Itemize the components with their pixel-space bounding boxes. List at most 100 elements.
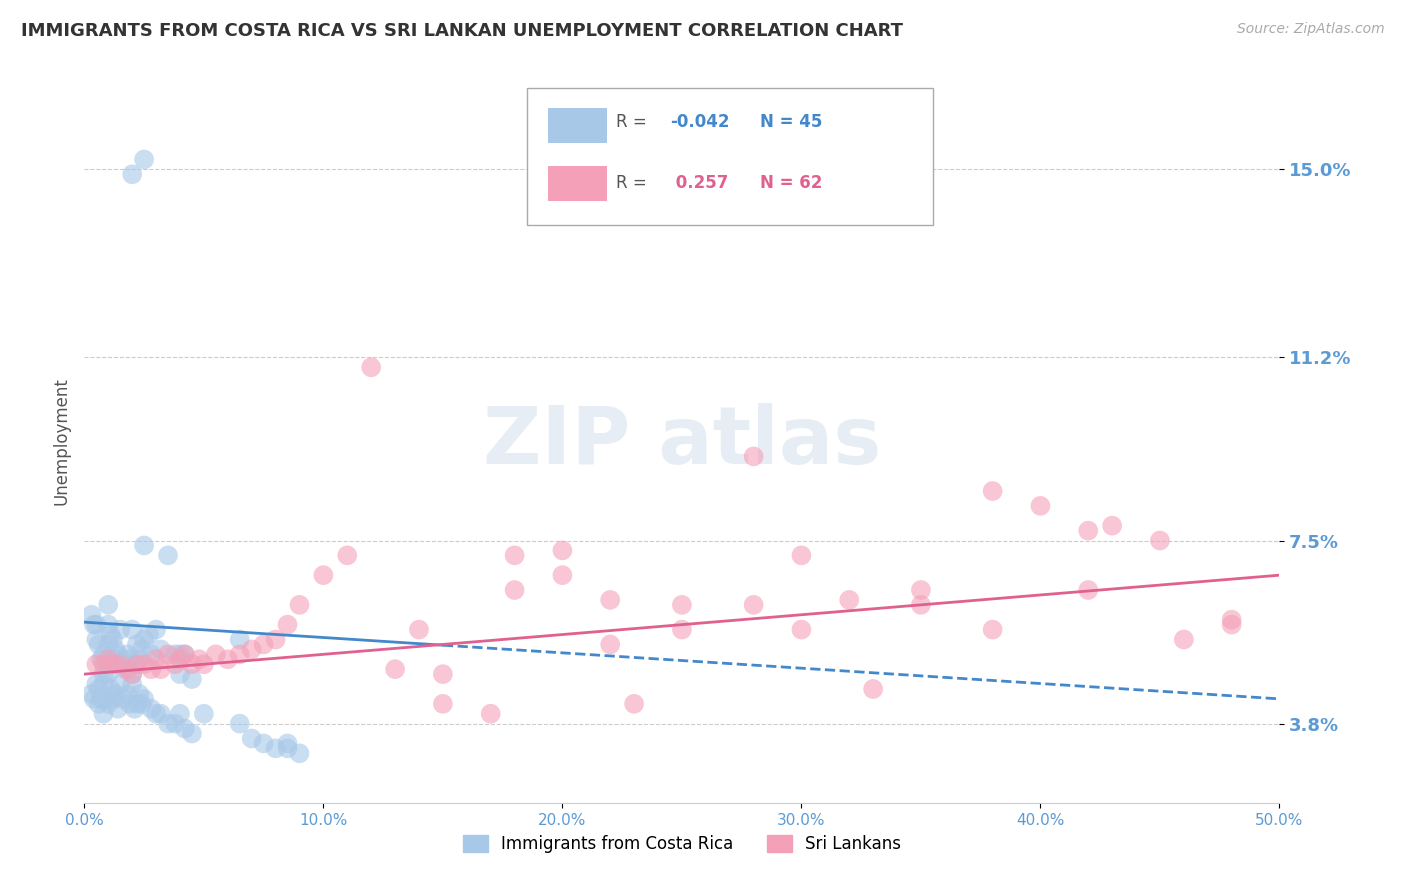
Point bbox=[790, 623, 813, 637]
Point bbox=[503, 582, 526, 597]
Point bbox=[128, 652, 150, 666]
Point bbox=[169, 648, 191, 662]
Point bbox=[193, 657, 215, 672]
Point bbox=[101, 632, 124, 647]
Point bbox=[253, 637, 276, 651]
Point bbox=[479, 706, 502, 721]
Point bbox=[104, 687, 127, 701]
Point bbox=[188, 652, 211, 666]
Point bbox=[1077, 524, 1099, 538]
Point bbox=[132, 691, 156, 706]
Point bbox=[145, 706, 167, 721]
Point bbox=[742, 598, 765, 612]
Point bbox=[124, 702, 146, 716]
Point bbox=[80, 607, 103, 622]
Point bbox=[87, 697, 110, 711]
Point bbox=[277, 617, 299, 632]
Point bbox=[503, 549, 526, 563]
Point bbox=[253, 736, 276, 750]
Text: 0.257: 0.257 bbox=[671, 174, 728, 192]
Point bbox=[97, 667, 120, 681]
Point bbox=[93, 657, 115, 672]
Point bbox=[86, 617, 108, 632]
Y-axis label: Unemployment: Unemployment bbox=[52, 377, 70, 506]
Point bbox=[132, 539, 156, 553]
Point bbox=[229, 648, 252, 662]
Point bbox=[97, 598, 120, 612]
Point bbox=[181, 726, 204, 740]
Point bbox=[118, 652, 141, 666]
Point bbox=[131, 697, 153, 711]
Point bbox=[408, 623, 430, 637]
Point bbox=[157, 549, 180, 563]
Point bbox=[138, 627, 160, 641]
Point bbox=[229, 632, 252, 647]
Point bbox=[181, 657, 204, 672]
Point bbox=[100, 627, 122, 641]
Point bbox=[100, 681, 122, 696]
Point bbox=[124, 657, 146, 672]
Point bbox=[121, 167, 143, 181]
Point bbox=[217, 652, 239, 666]
Point bbox=[288, 747, 311, 761]
Point bbox=[981, 483, 1004, 498]
Point bbox=[90, 652, 112, 666]
Point bbox=[132, 153, 156, 167]
Point bbox=[910, 582, 932, 597]
Point bbox=[93, 706, 115, 721]
Point bbox=[121, 667, 143, 681]
Point bbox=[181, 672, 204, 686]
Point bbox=[169, 652, 191, 666]
Point bbox=[94, 657, 117, 672]
Point bbox=[173, 648, 195, 662]
Point bbox=[86, 657, 108, 672]
Point bbox=[288, 598, 311, 612]
Point bbox=[97, 652, 120, 666]
Point bbox=[83, 617, 105, 632]
Point bbox=[169, 706, 191, 721]
Point bbox=[1173, 632, 1195, 647]
Point bbox=[384, 662, 406, 676]
Point bbox=[121, 667, 143, 681]
Point bbox=[111, 691, 134, 706]
Point bbox=[132, 632, 156, 647]
Point bbox=[125, 657, 148, 672]
Point bbox=[165, 716, 187, 731]
Point bbox=[101, 652, 124, 666]
Point bbox=[157, 716, 180, 731]
Point bbox=[83, 691, 105, 706]
Text: N = 45: N = 45 bbox=[759, 112, 823, 131]
Point bbox=[623, 697, 645, 711]
FancyBboxPatch shape bbox=[548, 108, 606, 143]
Point bbox=[599, 637, 621, 651]
Point bbox=[97, 637, 120, 651]
Point bbox=[94, 691, 117, 706]
Point bbox=[264, 741, 287, 756]
Point bbox=[790, 549, 813, 563]
FancyBboxPatch shape bbox=[527, 87, 934, 225]
Point bbox=[125, 697, 148, 711]
Point bbox=[107, 702, 129, 716]
Text: N = 62: N = 62 bbox=[759, 174, 823, 192]
Point bbox=[240, 731, 263, 746]
Point bbox=[107, 648, 129, 662]
Point bbox=[110, 657, 132, 672]
Point bbox=[312, 568, 335, 582]
Point bbox=[97, 617, 120, 632]
Text: ZIP atlas: ZIP atlas bbox=[482, 402, 882, 481]
Point bbox=[838, 593, 860, 607]
Point bbox=[157, 648, 180, 662]
Point bbox=[240, 642, 263, 657]
Point bbox=[149, 706, 172, 721]
Point bbox=[87, 637, 110, 651]
Point bbox=[169, 667, 191, 681]
Point bbox=[93, 648, 115, 662]
Point bbox=[910, 598, 932, 612]
Point bbox=[1220, 617, 1243, 632]
Point bbox=[110, 657, 132, 672]
Point bbox=[117, 662, 139, 676]
Point bbox=[141, 702, 163, 716]
Point bbox=[336, 549, 359, 563]
Point bbox=[141, 662, 163, 676]
Text: R =: R = bbox=[616, 112, 652, 131]
